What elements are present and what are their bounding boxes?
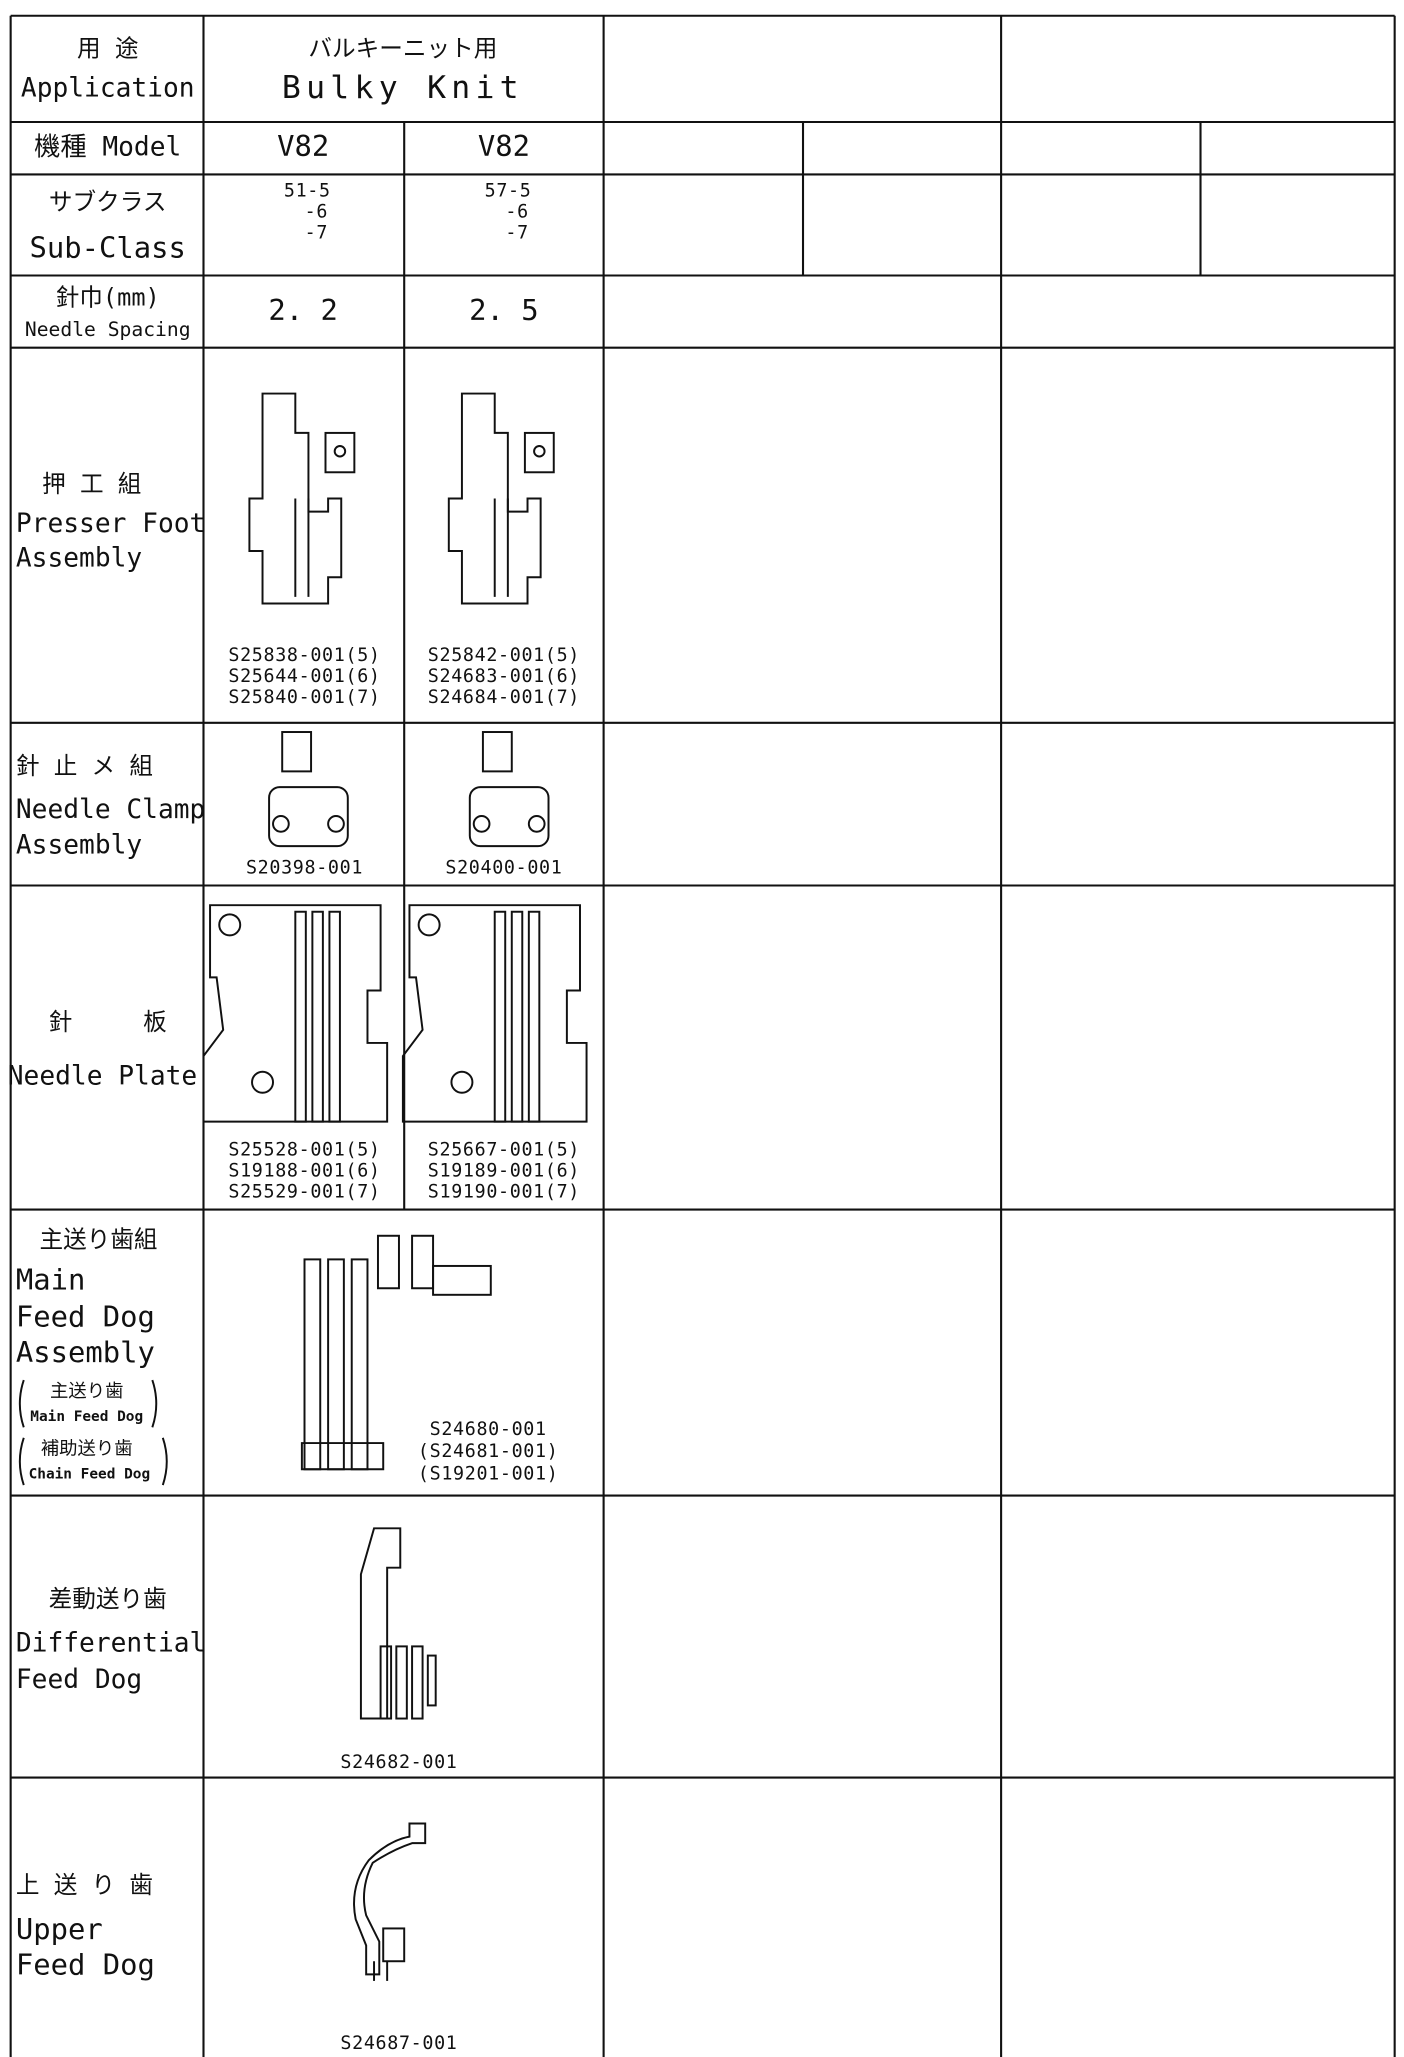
label-en: Needle Spacing [25, 318, 191, 341]
label-en: Main [16, 1263, 86, 1297]
row-upper-feed-dog: 上 送 り 歯 Upper Feed Dog S24687-001 [16, 1822, 457, 2054]
part-number: S20400-001 [445, 857, 562, 878]
row-needle-spacing: 針巾(mm) Needle Spacing 2. 2 2. 5 [25, 284, 539, 341]
label-ja: 用 途 [77, 34, 138, 62]
label: 機種 Model [34, 133, 181, 163]
part-number: S20398-001 [246, 857, 363, 878]
row-presser-foot: 押 工 組 Presser Foot Assembly S25838-001(5… [16, 392, 580, 708]
part-drawing [202, 904, 588, 1123]
label-ja: 針 止 メ 組 [16, 752, 153, 780]
row-subclass: サブクラス Sub-Class 51-5 -6 -7 57-5 -6 -7 [30, 181, 532, 265]
part-drawing [353, 1822, 427, 1981]
label-ja: 差動送り歯 [49, 1585, 167, 1613]
part-number: S25667-001(5) [428, 1140, 580, 1161]
row-needle-plate: 針 板 Needle Plate S25528-001(5) S19188-00… [8, 904, 588, 1202]
sub-ja: 補助送り歯 [41, 1439, 133, 1460]
label-en: Assembly [16, 543, 142, 573]
part-number: S24683-001(6) [428, 666, 580, 687]
part-number: S25644-001(6) [228, 666, 380, 687]
part-number: S19188-001(6) [228, 1160, 380, 1181]
part-number: S24687-001 [340, 2033, 457, 2054]
subclass: 51-5 [284, 181, 331, 202]
label-en: Feed Dog [16, 1665, 142, 1695]
subclass: 57-5 [485, 181, 532, 202]
label-ja: 針巾(mm) [56, 284, 160, 312]
label-ja: 主送り歯組 [40, 1226, 158, 1254]
label-en: Feed Dog [16, 1947, 155, 1981]
row-needle-clamp: 針 止 メ 組 Needle Clamp Assembly S20398-001… [16, 731, 562, 878]
part-number: S25529-001(7) [228, 1181, 380, 1202]
label-ja: 押 工 組 [42, 470, 141, 498]
value-ja: バルキーニット用 [308, 34, 497, 62]
part-number: S25842-001(5) [428, 645, 580, 666]
row-main-feed-dog: 主送り歯組 Main Feed Dog Assembly 主送り歯 Main F… [16, 1226, 559, 1486]
table-grid [9, 14, 1396, 2057]
value-en: Bulky Knit [282, 70, 524, 106]
label-en: Upper [16, 1912, 103, 1946]
part-number: (S19201-001) [418, 1464, 559, 1485]
spacing: 2. 2 [268, 293, 338, 327]
label-en: Sub-Class [30, 230, 186, 264]
sub-en: Main Feed Dog [30, 1409, 143, 1425]
label-en: Differential [16, 1628, 205, 1658]
label-ja: 上 送 り 歯 [16, 1871, 153, 1899]
row-model: 機種 Model V82 V82 [34, 129, 530, 163]
part-number: S19189-001(6) [428, 1160, 580, 1181]
row-differential-feed-dog: 差動送り歯 Differential Feed Dog S24682-001 [16, 1527, 457, 1773]
part-drawing [359, 1527, 437, 1720]
label-en: Application [21, 74, 195, 104]
label-ja: サブクラス [49, 188, 167, 216]
part-drawing [268, 731, 550, 848]
label-ja: 針 板 [49, 1008, 167, 1036]
part-drawing [248, 392, 555, 605]
part-drawing [300, 1234, 492, 1471]
label-en: Presser Foot [16, 509, 205, 539]
label-en: Needle Plate [8, 1062, 197, 1092]
row-application: 用 途 Application バルキーニット用 Bulky Knit [21, 34, 524, 106]
sub-ja: 主送り歯 [50, 1381, 123, 1402]
part-number: S24680-001 [430, 1419, 547, 1440]
label-en: Assembly [16, 831, 142, 861]
bracket [18, 1379, 168, 1486]
spacing: 2. 5 [469, 293, 538, 327]
part-number: S25838-001(5) [228, 645, 380, 666]
subclass: -6 [505, 202, 528, 223]
label-en: Needle Clamp [16, 795, 205, 825]
sub-en: Chain Feed Dog [29, 1467, 151, 1483]
label-en: Assembly [16, 1335, 155, 1369]
model: V82 [277, 129, 329, 163]
part-number: S19190-001(7) [428, 1181, 580, 1202]
part-number: S25528-001(5) [228, 1140, 380, 1161]
part-number: S24682-001 [340, 1752, 457, 1773]
label-en: Feed Dog [16, 1299, 155, 1333]
subclass: -6 [305, 202, 328, 223]
part-number: S25840-001(7) [228, 687, 380, 708]
subclass: -7 [305, 223, 328, 244]
model: V82 [478, 129, 530, 163]
subclass: -7 [505, 223, 528, 244]
part-number: (S24681-001) [418, 1441, 559, 1462]
part-number: S24684-001(7) [428, 687, 580, 708]
